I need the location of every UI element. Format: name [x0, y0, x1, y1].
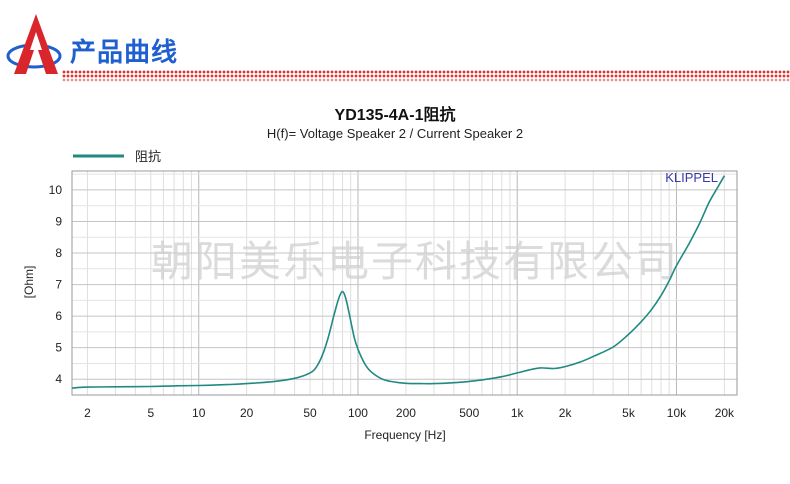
x-tick-label: 10k — [667, 406, 687, 420]
y-tick-label: 6 — [55, 309, 62, 323]
x-tick-label: 1k — [511, 406, 525, 420]
watermark: 朝阳美乐电子科技有限公司 — [151, 238, 679, 285]
x-tick-label: 2k — [559, 406, 573, 420]
chart-subtitle: H(f)= Voltage Speaker 2 / Current Speake… — [266, 126, 524, 141]
y-tick-label: 7 — [55, 278, 62, 292]
chart-grid — [72, 171, 737, 395]
x-tick-label: 5k — [622, 406, 636, 420]
y-tick-labels: 4 5 6 7 8 9 10 — [49, 183, 63, 386]
x-tick-labels: 2 5 10 20 50 100 200 500 1k 2k 5k 10k 20k — [84, 406, 735, 420]
y-tick-label: 4 — [55, 372, 62, 386]
plot-frame — [71, 170, 738, 396]
series-line-impedance — [71, 175, 726, 389]
x-tick-label: 5 — [147, 406, 154, 420]
banner-title: 产品曲线 — [70, 37, 179, 67]
y-tick-label: 10 — [49, 183, 63, 197]
x-tick-label: 2 — [84, 406, 91, 420]
x-tick-label: 500 — [459, 406, 479, 420]
chart-title: YD135-4A-1阻抗 — [334, 107, 456, 124]
x-tick-label: 20 — [240, 406, 254, 420]
legend-label: 阻抗 — [135, 149, 161, 164]
x-tick-label: 20k — [715, 406, 735, 420]
x-tick-label: 50 — [303, 406, 317, 420]
x-tick-label: 200 — [396, 406, 416, 420]
y-axis-label: [Ohm] — [22, 266, 36, 299]
company-logo-icon — [6, 14, 62, 74]
x-tick-label: 10 — [192, 406, 206, 420]
y-tick-label: 9 — [55, 214, 62, 228]
y-tick-label: 5 — [55, 341, 62, 355]
banner-divider-light — [62, 78, 790, 82]
x-tick-label: 100 — [348, 406, 368, 420]
banner: 产品曲线 — [0, 0, 790, 90]
y-tick-label: 8 — [55, 246, 62, 260]
x-axis-label: Frequency [Hz] — [364, 428, 445, 442]
banner-divider — [62, 70, 790, 78]
klippel-branding: KLIPPEL — [665, 170, 718, 185]
